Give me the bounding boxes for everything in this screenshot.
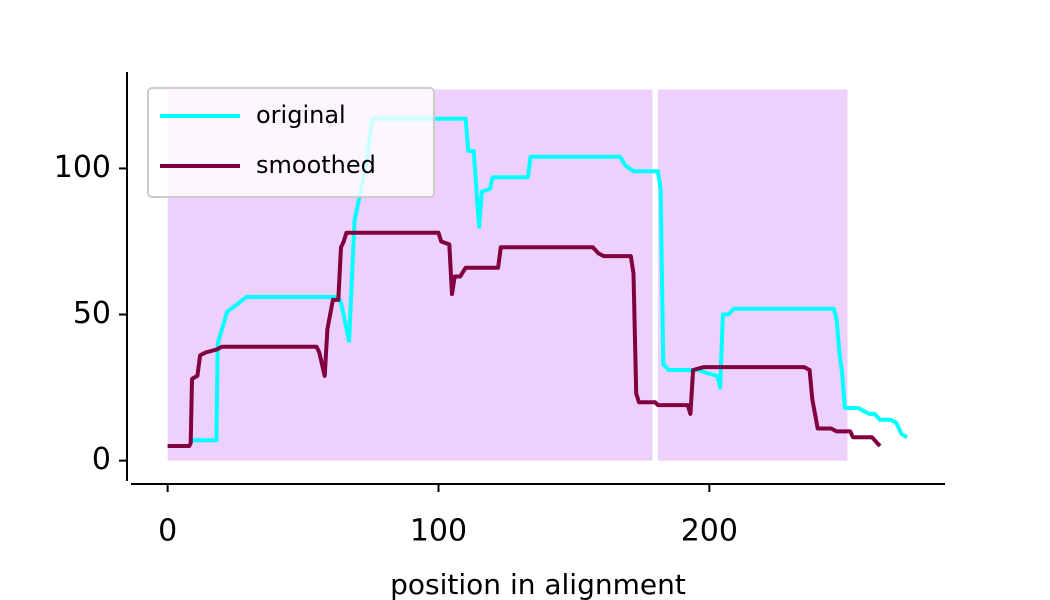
y-tick-label: 0	[92, 442, 111, 477]
data-line	[189, 116, 909, 443]
x-axis-label: position in alignment	[390, 568, 686, 600]
y-tick-label: 50	[73, 296, 111, 331]
legend: original smoothed	[147, 87, 435, 198]
legend-label: smoothed	[256, 151, 376, 179]
plot-area: 0 50 100 0 100 200 original smoothed	[54, 72, 945, 549]
data-line	[167, 230, 882, 448]
legend-label: original	[256, 101, 346, 129]
y-tick-label: 100	[54, 150, 111, 185]
x-tick-label: 200	[681, 514, 738, 549]
x-tick-label: 0	[158, 514, 177, 549]
x-tick-label: 100	[410, 514, 467, 549]
